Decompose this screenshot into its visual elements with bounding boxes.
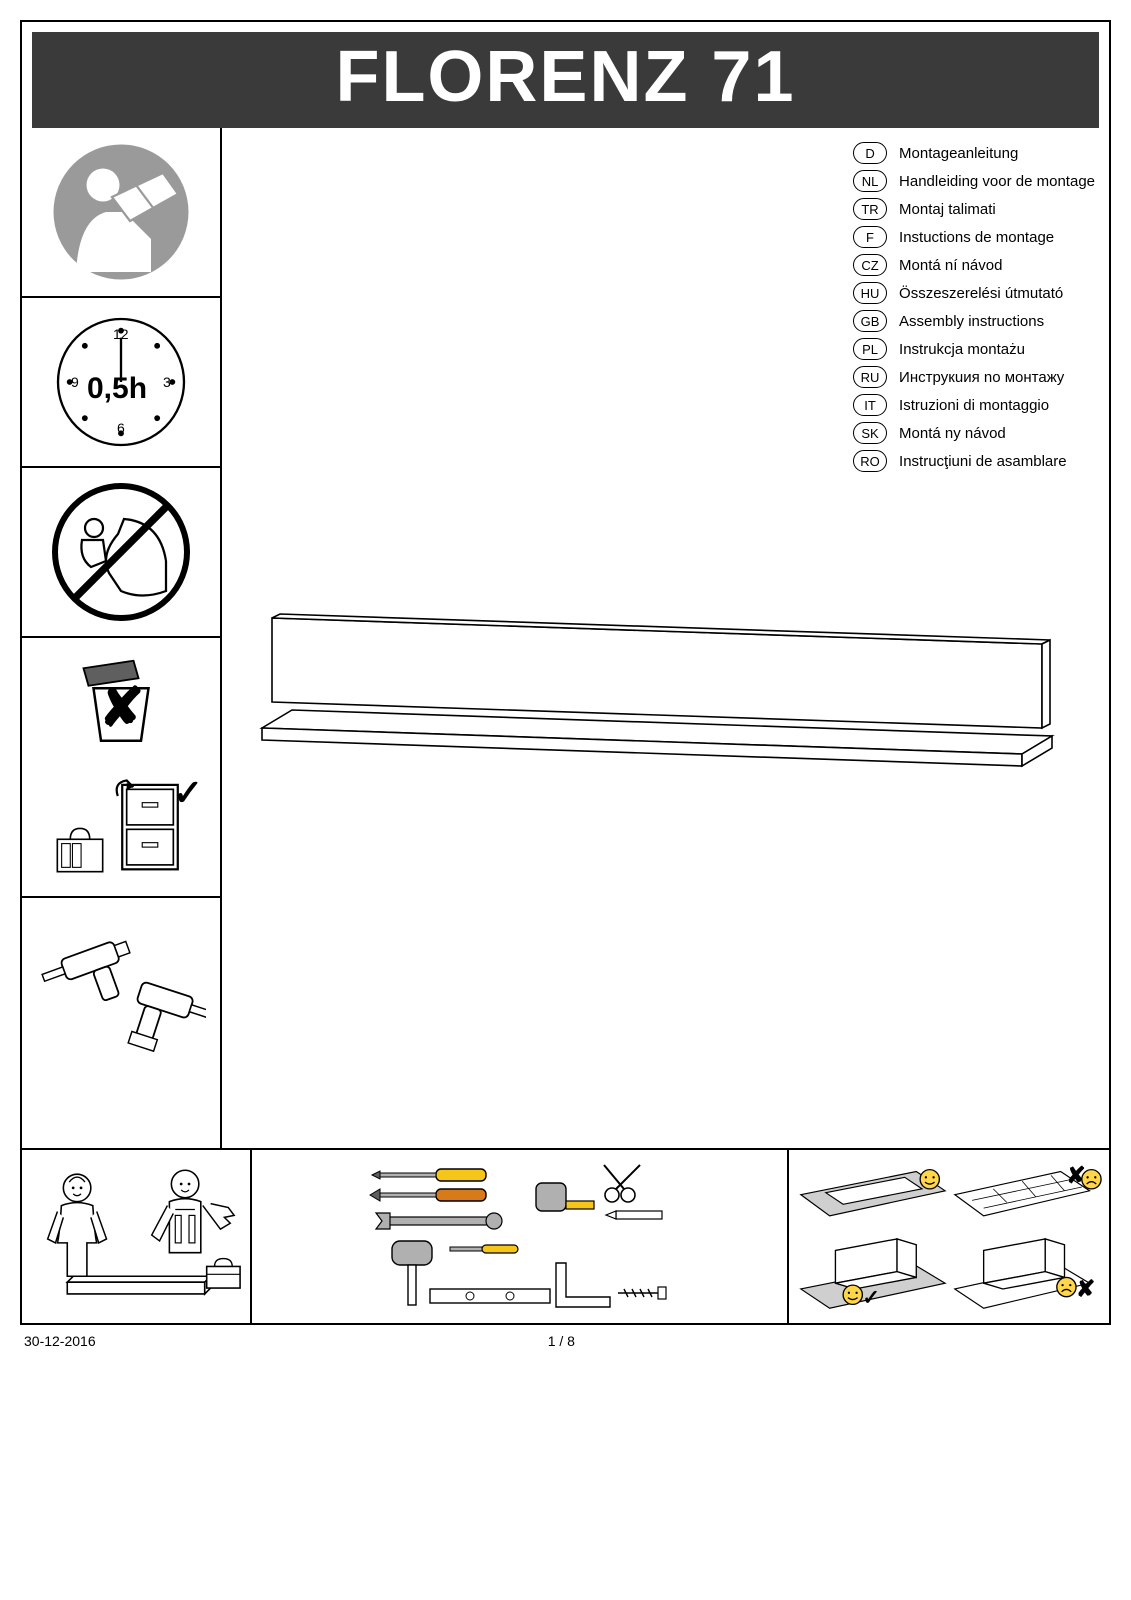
check-mark: ✓ bbox=[862, 1286, 880, 1309]
content-area: D Montageanleitung NL Handleiding voor de … bbox=[222, 128, 1109, 1148]
footer: 30-12-2016 1 / 8 bbox=[20, 1325, 1111, 1349]
lang-code: D bbox=[853, 142, 887, 164]
drills-icon bbox=[36, 913, 206, 1053]
footer-date: 30-12-2016 bbox=[24, 1333, 96, 1349]
page-container: FLORENZ 71 bbox=[20, 20, 1111, 1325]
cell-tools-needed bbox=[252, 1150, 789, 1323]
lang-code: RU bbox=[853, 366, 887, 388]
lang-code: RO bbox=[853, 450, 887, 472]
two-people-icon bbox=[28, 1157, 244, 1317]
main-grid: 12 3 6 9 0,5h bbox=[22, 128, 1109, 1148]
lang-code: TR bbox=[853, 198, 887, 220]
lang-label: Instrukcja montażu bbox=[899, 341, 1025, 358]
lang-row: NL Handleiding voor de montage bbox=[853, 170, 1095, 192]
cell-read-manual bbox=[22, 128, 220, 298]
lang-row: HU Összeszerelési útmutató bbox=[853, 282, 1095, 304]
lang-label: Istruzioni di montaggio bbox=[899, 397, 1049, 414]
lang-label: Instrucţiuni de asamblare bbox=[899, 453, 1067, 470]
clock-3: 3 bbox=[163, 374, 171, 390]
lang-label: Montageanleitung bbox=[899, 145, 1018, 162]
lang-row: IT Istruzioni di montaggio bbox=[853, 394, 1095, 416]
lang-row: CZ Montá ní návod bbox=[853, 254, 1095, 276]
cell-two-people bbox=[22, 1150, 252, 1323]
lang-row: RO Instrucţiuni de asamblare bbox=[853, 450, 1095, 472]
check-mark: ✓ bbox=[173, 772, 203, 814]
lang-label: Assembly instructions bbox=[899, 313, 1044, 330]
footer-page: 1 / 8 bbox=[548, 1333, 575, 1349]
cell-no-children bbox=[22, 468, 220, 638]
language-list: D Montageanleitung NL Handleiding voor de … bbox=[853, 142, 1095, 478]
lang-label: Montaj talimati bbox=[899, 201, 996, 218]
assembly-time: 0,5h bbox=[87, 372, 147, 406]
lang-row: PL Instrukcja montażu bbox=[853, 338, 1095, 360]
lang-code: GB bbox=[853, 310, 887, 332]
lang-code: IT bbox=[853, 394, 887, 416]
product-title: FLORENZ 71 bbox=[335, 37, 795, 117]
cell-time: 12 3 6 9 0,5h bbox=[22, 298, 220, 468]
cross-mark: ✘ bbox=[99, 676, 144, 739]
title-bar: FLORENZ 71 bbox=[32, 32, 1099, 128]
product-illustration bbox=[252, 608, 1072, 828]
lang-label: Montá ní návod bbox=[899, 257, 1002, 274]
bottom-row: ✘ ✓ bbox=[22, 1148, 1109, 1323]
lang-code: CZ bbox=[853, 254, 887, 276]
clock-6: 6 bbox=[117, 420, 125, 436]
cell-power-tools bbox=[22, 898, 220, 1068]
no-children-icon bbox=[46, 477, 196, 627]
lang-code: NL bbox=[853, 170, 887, 192]
tools-icon bbox=[350, 1157, 690, 1317]
surface-advice-icon: ✘ ✓ bbox=[795, 1157, 1103, 1317]
sidebar: 12 3 6 9 0,5h bbox=[22, 128, 222, 1148]
lang-row: TR Montaj talimati bbox=[853, 198, 1095, 220]
cell-surface-advice: ✘ ✓ bbox=[789, 1150, 1109, 1323]
lang-label: Montá ny návod bbox=[899, 425, 1006, 442]
lang-label: Handleiding voor de montage bbox=[899, 173, 1095, 190]
lang-label: Instuctions de montage bbox=[899, 229, 1054, 246]
cross-mark: ✘ bbox=[1076, 1275, 1095, 1301]
lang-code: PL bbox=[853, 338, 887, 360]
clock-12: 12 bbox=[113, 326, 129, 342]
lang-row: F Instuctions de montage bbox=[853, 226, 1095, 248]
lang-row: GB Assembly instructions bbox=[853, 310, 1095, 332]
read-manual-icon bbox=[46, 137, 196, 287]
toolbox-small-icon bbox=[53, 822, 107, 876]
lang-row: D Montageanleitung bbox=[853, 142, 1095, 164]
lang-code: F bbox=[853, 226, 887, 248]
lang-label: Összeszerelési útmutató bbox=[899, 285, 1063, 302]
lang-label: Инстрyкuия no монтажy bbox=[899, 369, 1064, 386]
cell-keep-parts: ✘ bbox=[22, 638, 220, 898]
toolbox-correct: ✓ bbox=[53, 776, 189, 876]
trash-wrong: ✘ bbox=[71, 658, 171, 751]
lang-row: RU Инстрyкuия no монтажy bbox=[853, 366, 1095, 388]
lang-code: SK bbox=[853, 422, 887, 444]
clock-9: 9 bbox=[71, 374, 79, 390]
lang-row: SK Montá ny návod bbox=[853, 422, 1095, 444]
lang-code: HU bbox=[853, 282, 887, 304]
